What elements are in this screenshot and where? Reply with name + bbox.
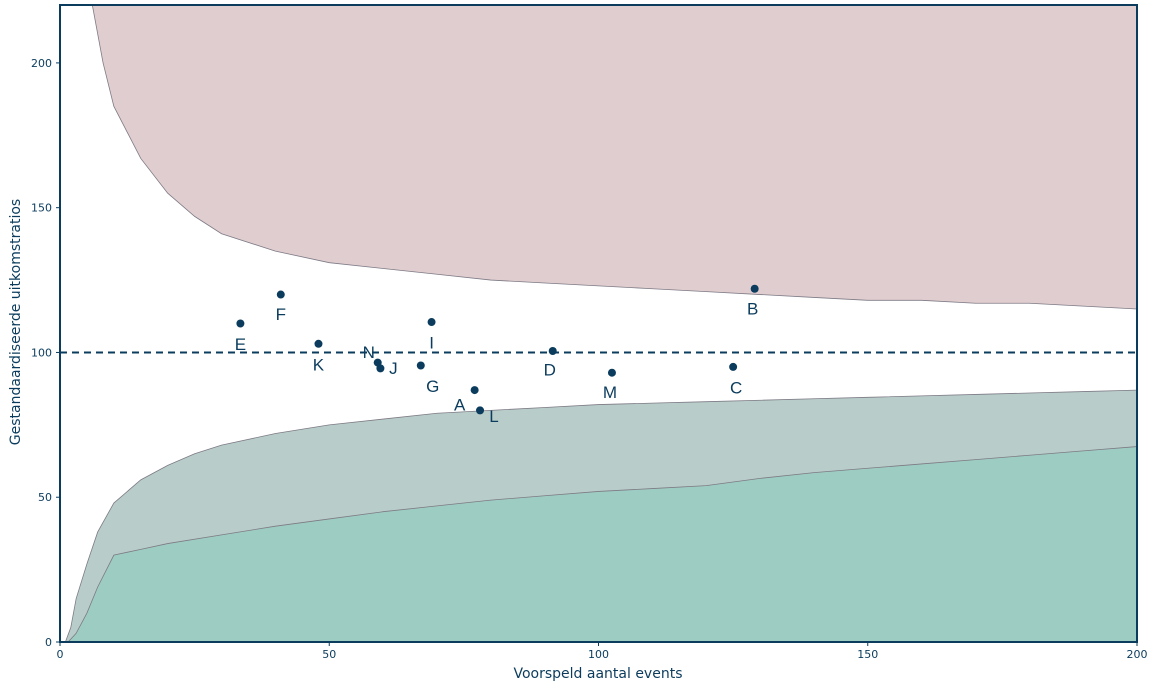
band-upper_inner (91, 5, 1137, 310)
x-tick-label: 100 (588, 648, 609, 661)
point-label-F: F (276, 305, 286, 324)
x-axis: 0 50 100 150 200 (57, 642, 1148, 661)
band-lower_outer (67, 446, 1137, 642)
point-C (729, 362, 738, 371)
control-limit-bands (64, 5, 1137, 642)
point-B (750, 284, 759, 293)
point-A (470, 386, 479, 395)
point-I (427, 318, 436, 327)
x-axis-title: Voorspeld aantal events (513, 666, 682, 682)
point-label-B: B (747, 299, 758, 318)
point-label-E: E (235, 335, 246, 354)
point-N (373, 358, 382, 367)
point-label-M: M (603, 383, 617, 402)
data-points: A B C D E F G I J K L M N (235, 284, 759, 426)
point-G (416, 361, 425, 370)
point-label-N: N (363, 343, 375, 362)
y-axis: 0 50 100 150 200 (31, 57, 60, 649)
point-label-K: K (313, 355, 325, 374)
y-tick-label: 200 (31, 57, 52, 70)
point-label-A: A (454, 396, 466, 415)
x-tick-label: 0 (57, 648, 64, 661)
point-K (314, 339, 323, 348)
point-label-C: C (730, 378, 742, 397)
y-tick-label: 100 (31, 346, 52, 359)
point-M (607, 368, 616, 377)
y-axis-title: Gestandaardiseerde uitkomstratios (8, 199, 24, 445)
x-tick-label: 200 (1127, 648, 1148, 661)
point-label-G: G (426, 377, 439, 396)
x-tick-label: 50 (322, 648, 336, 661)
point-E (236, 319, 245, 328)
x-tick-label: 150 (857, 648, 878, 661)
y-tick-label: 150 (31, 202, 52, 215)
point-label-I: I (429, 334, 434, 353)
point-label-D: D (544, 361, 556, 380)
y-tick-label: 50 (38, 491, 52, 504)
point-D (548, 347, 557, 356)
point-F (276, 290, 285, 299)
point-label-J: J (389, 359, 398, 378)
y-tick-label: 0 (45, 636, 52, 649)
point-label-L: L (489, 407, 498, 426)
point-L (476, 406, 485, 415)
